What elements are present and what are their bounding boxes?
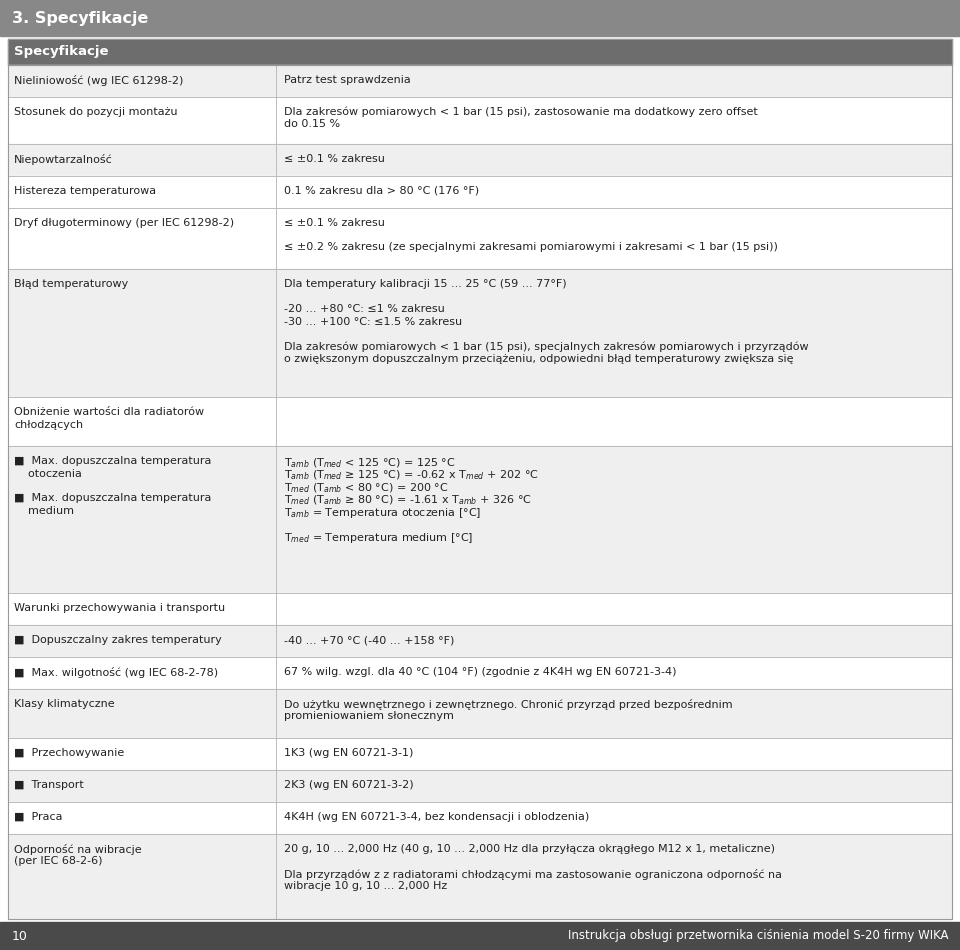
Bar bbox=[8, 802, 952, 834]
Text: Patrz test sprawdzenia: Patrz test sprawdzenia bbox=[284, 75, 411, 85]
Text: Instrukcja obsługi przetwornika ciśnienia model S-20 firmy WIKA: Instrukcja obsługi przetwornika ciśnieni… bbox=[567, 929, 948, 942]
Text: wibracje 10 g, 10 ... 2,000 Hz: wibracje 10 g, 10 ... 2,000 Hz bbox=[284, 881, 447, 891]
Text: promieniowaniem słonecznym: promieniowaniem słonecznym bbox=[284, 712, 454, 721]
Text: ■  Max. wilgotność (wg IEC 68-2-78): ■ Max. wilgotność (wg IEC 68-2-78) bbox=[14, 667, 218, 678]
Text: o zwiększonym dopuszczalnym przeciążeniu, odpowiedni błąd temperaturowy zwiększa: o zwiększonym dopuszczalnym przeciążeniu… bbox=[284, 353, 794, 364]
Text: ■  Praca: ■ Praca bbox=[14, 812, 62, 822]
Bar bbox=[8, 397, 952, 446]
Text: T$_{amb}$ (T$_{med}$ < 125 °C) = 125 °C: T$_{amb}$ (T$_{med}$ < 125 °C) = 125 °C bbox=[284, 456, 456, 470]
Bar bbox=[8, 738, 952, 770]
Text: 3. Specyfikacje: 3. Specyfikacje bbox=[12, 10, 149, 26]
Text: Odporność na wibracje: Odporność na wibracje bbox=[14, 844, 142, 855]
Bar bbox=[8, 65, 952, 919]
Text: ■  Max. dopuszczalna temperatura: ■ Max. dopuszczalna temperatura bbox=[14, 456, 211, 466]
Text: Dla temperatury kalibracji 15 ... 25 °C (59 ... 77°F): Dla temperatury kalibracji 15 ... 25 °C … bbox=[284, 279, 566, 290]
Text: 1K3 (wg EN 60721-3-1): 1K3 (wg EN 60721-3-1) bbox=[284, 748, 414, 758]
Text: 10: 10 bbox=[12, 929, 28, 942]
Text: T$_{med}$ (T$_{amb}$ ≥ 80 °C) = -1.61 x T$_{amb}$ + 326 °C: T$_{med}$ (T$_{amb}$ ≥ 80 °C) = -1.61 x … bbox=[284, 493, 532, 507]
Bar bbox=[8, 270, 952, 397]
Text: Klasy klimatyczne: Klasy klimatyczne bbox=[14, 699, 114, 709]
Text: 2K3 (wg EN 60721-3-2): 2K3 (wg EN 60721-3-2) bbox=[284, 780, 414, 789]
Bar bbox=[8, 657, 952, 689]
Text: Nieliniowość (wg IEC 61298-2): Nieliniowość (wg IEC 61298-2) bbox=[14, 75, 183, 86]
Text: ■  Przechowywanie: ■ Przechowywanie bbox=[14, 748, 124, 758]
Text: otoczenia: otoczenia bbox=[14, 468, 82, 479]
Text: T$_{amb}$ (T$_{med}$ ≥ 125 °C) = -0.62 x T$_{med}$ + 202 °C: T$_{amb}$ (T$_{med}$ ≥ 125 °C) = -0.62 x… bbox=[284, 468, 540, 483]
Text: Dryf długoterminowy (per IEC 61298-2): Dryf długoterminowy (per IEC 61298-2) bbox=[14, 218, 234, 228]
Bar bbox=[8, 834, 952, 919]
Text: T$_{med}$ = Temperatura medium [°C]: T$_{med}$ = Temperatura medium [°C] bbox=[284, 531, 473, 544]
Text: Do użytku wewnętrznego i zewnętrznego. Chronić przyrząd przed bezpośrednim: Do użytku wewnętrznego i zewnętrznego. C… bbox=[284, 699, 732, 710]
Text: Dla zakresów pomiarowych < 1 bar (15 psi), specjalnych zakresów pomiarowych i pr: Dla zakresów pomiarowych < 1 bar (15 psi… bbox=[284, 341, 808, 352]
Text: Stosunek do pozycji montażu: Stosunek do pozycji montażu bbox=[14, 107, 178, 117]
Text: -30 ... +100 °C: ≤1.5 % zakresu: -30 ... +100 °C: ≤1.5 % zakresu bbox=[284, 316, 462, 327]
Bar bbox=[8, 176, 952, 208]
Text: ≤ ±0.1 % zakresu: ≤ ±0.1 % zakresu bbox=[284, 154, 385, 163]
Text: Warunki przechowywania i transportu: Warunki przechowywania i transportu bbox=[14, 603, 226, 613]
Bar bbox=[0, 922, 960, 950]
Text: chłodzących: chłodzących bbox=[14, 420, 84, 429]
Bar bbox=[8, 625, 952, 657]
Text: T$_{med}$ (T$_{amb}$ < 80 °C) = 200 °C: T$_{med}$ (T$_{amb}$ < 80 °C) = 200 °C bbox=[284, 481, 448, 495]
Text: Niepowtarzalność: Niepowtarzalność bbox=[14, 154, 112, 164]
Text: ■  Dopuszczalny zakres temperatury: ■ Dopuszczalny zakres temperatury bbox=[14, 636, 222, 645]
Text: 0.1 % zakresu dla > 80 °C (176 °F): 0.1 % zakresu dla > 80 °C (176 °F) bbox=[284, 186, 479, 196]
Text: 67 % wilg. wzgl. dla 40 °C (104 °F) (zgodnie z 4K4H wg EN 60721-3-4): 67 % wilg. wzgl. dla 40 °C (104 °F) (zgo… bbox=[284, 667, 677, 677]
Text: Specyfikacje: Specyfikacje bbox=[14, 46, 108, 59]
Bar bbox=[0, 0, 960, 36]
Text: Histereza temperaturowa: Histereza temperaturowa bbox=[14, 186, 156, 196]
Text: ■  Transport: ■ Transport bbox=[14, 780, 84, 789]
Bar bbox=[8, 39, 952, 65]
Text: -40 ... +70 °C (-40 ... +158 °F): -40 ... +70 °C (-40 ... +158 °F) bbox=[284, 636, 454, 645]
Text: Obniżenie wartości dla radiatorów: Obniżenie wartości dla radiatorów bbox=[14, 408, 204, 417]
Text: T$_{amb}$ = Temperatura otoczenia [°C]: T$_{amb}$ = Temperatura otoczenia [°C] bbox=[284, 505, 482, 520]
Bar bbox=[8, 143, 952, 176]
Bar bbox=[8, 208, 952, 270]
Bar bbox=[8, 593, 952, 625]
Text: Dla zakresów pomiarowych < 1 bar (15 psi), zastosowanie ma dodatkowy zero offset: Dla zakresów pomiarowych < 1 bar (15 psi… bbox=[284, 107, 757, 118]
Bar bbox=[8, 770, 952, 802]
Bar bbox=[8, 446, 952, 593]
Text: ■  Max. dopuszczalna temperatura: ■ Max. dopuszczalna temperatura bbox=[14, 493, 211, 504]
Text: medium: medium bbox=[14, 505, 74, 516]
Text: Dla przyrządów z z radiatorami chłodzącymi ma zastosowanie ograniczona odporność: Dla przyrządów z z radiatorami chłodzący… bbox=[284, 868, 782, 880]
Text: ≤ ±0.1 % zakresu: ≤ ±0.1 % zakresu bbox=[284, 218, 385, 228]
Bar bbox=[8, 97, 952, 143]
Text: do 0.15 %: do 0.15 % bbox=[284, 120, 340, 129]
Text: Błąd temperaturowy: Błąd temperaturowy bbox=[14, 279, 129, 290]
Text: ≤ ±0.2 % zakresu (ze specjalnymi zakresami pomiarowymi i zakresami < 1 bar (15 p: ≤ ±0.2 % zakresu (ze specjalnymi zakresa… bbox=[284, 242, 778, 253]
Text: 20 g, 10 ... 2,000 Hz (40 g, 10 ... 2,000 Hz dla przyłącza okrągłego M12 x 1, me: 20 g, 10 ... 2,000 Hz (40 g, 10 ... 2,00… bbox=[284, 844, 775, 854]
Bar bbox=[8, 689, 952, 738]
Text: -20 ... +80 °C: ≤1 % zakresu: -20 ... +80 °C: ≤1 % zakresu bbox=[284, 304, 444, 314]
Text: (per IEC 68-2-6): (per IEC 68-2-6) bbox=[14, 856, 103, 866]
Text: 4K4H (wg EN 60721-3-4, bez kondensacji i oblodzenia): 4K4H (wg EN 60721-3-4, bez kondensacji i… bbox=[284, 812, 589, 822]
Bar bbox=[8, 65, 952, 97]
Bar bbox=[8, 39, 952, 65]
